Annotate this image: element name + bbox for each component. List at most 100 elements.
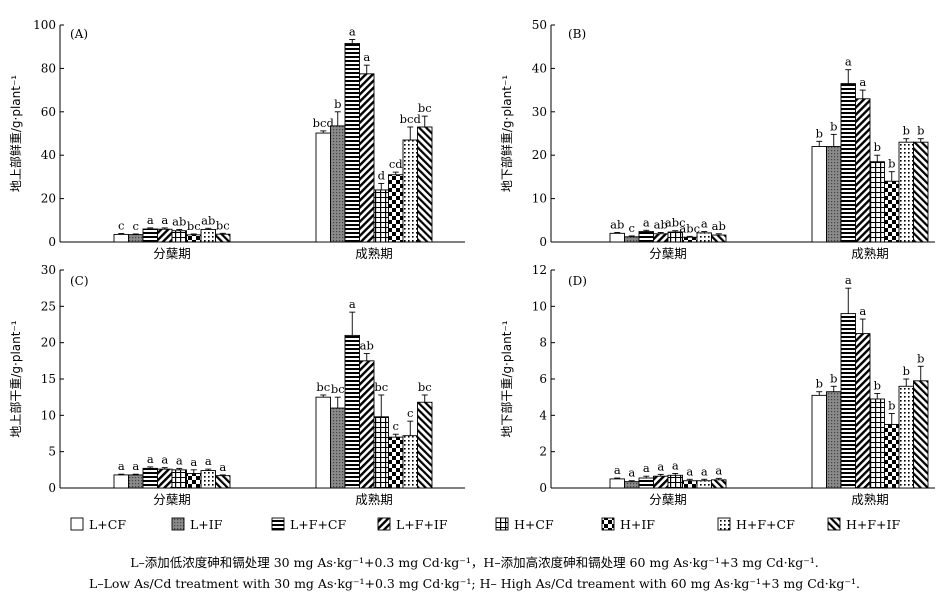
bar-L+IF: [330, 125, 346, 243]
significance-label: a: [643, 215, 650, 229]
significance-label: a: [118, 459, 125, 473]
bar-H+F+IF: [711, 234, 727, 243]
y-tick-label: 0: [48, 481, 56, 495]
error-bar: [643, 475, 650, 479]
legend-swatch: [171, 517, 185, 531]
y-tick-label: 5: [48, 445, 56, 459]
bar-H+IF: [388, 174, 404, 243]
error-bar: [132, 233, 139, 235]
error-bar: [903, 378, 910, 387]
bar-L+F+CF: [344, 334, 360, 489]
y-tick-label: 30: [41, 263, 56, 277]
y-tick-label: 10: [41, 408, 56, 422]
error-bar: [917, 138, 924, 143]
error-bar: [334, 396, 341, 409]
significance-label: a: [643, 461, 650, 475]
significance-label: a: [132, 459, 139, 473]
significance-label: b: [888, 157, 895, 171]
significance-label: b: [903, 124, 910, 138]
error-bar: [176, 228, 183, 231]
significance-label: ab: [172, 214, 186, 228]
legend-item-H+CF: H+CF: [495, 517, 554, 532]
significance-label: a: [701, 464, 708, 478]
y-tick-label: 30: [532, 105, 547, 119]
bar-H+CF: [373, 189, 389, 243]
error-bar: [830, 133, 837, 147]
legend-label: L+IF: [190, 517, 223, 532]
bar-L+F+IF: [653, 233, 669, 243]
error-bar: [643, 229, 650, 232]
y-tick-label: 60: [41, 105, 56, 119]
significance-label: bc: [216, 218, 230, 232]
caption-chinese: L–添加低浓度砷和镉处理 30 mg As·kg⁻¹+0.3 mg Cd·kg⁻…: [130, 555, 819, 570]
y-tick-label: 6: [539, 372, 547, 386]
significance-label: a: [349, 25, 356, 39]
significance-label: a: [161, 453, 168, 467]
legend-label: H+F+IF: [846, 517, 900, 532]
error-bar: [219, 474, 226, 476]
bar-L+F+IF: [653, 475, 669, 489]
error-bar: [392, 433, 399, 438]
error-bar: [672, 230, 679, 233]
bar-L+CF: [609, 478, 625, 489]
significance-label: b: [917, 124, 924, 138]
significance-label: a: [859, 304, 866, 318]
significance-label: c: [393, 419, 399, 433]
bar-L+F+CF: [638, 477, 654, 489]
y-tick-label: 12: [532, 263, 547, 277]
bar-H+F+CF: [898, 385, 914, 489]
significance-label: a: [147, 213, 154, 227]
error-bar: [392, 171, 399, 175]
significance-label: bc: [331, 382, 345, 396]
significance-label: ab: [201, 213, 215, 227]
legend-swatch: [271, 517, 285, 531]
bar-H+F+IF: [417, 401, 433, 489]
bar-L+F+IF: [359, 360, 375, 489]
y-tick-label: 50: [532, 18, 547, 32]
error-bar: [421, 115, 428, 127]
significance-label: bc: [374, 380, 388, 394]
significance-label: a: [845, 273, 852, 287]
bar-H+IF: [884, 423, 900, 489]
y-tick-label: 8: [539, 336, 547, 350]
significance-label: a: [686, 464, 693, 478]
bar-L+CF: [113, 233, 129, 243]
error-bar: [903, 138, 910, 143]
bar-L+F+IF: [359, 73, 375, 243]
error-bar: [701, 231, 708, 233]
significance-label: ab: [610, 217, 624, 231]
bar-H+F+CF: [898, 141, 914, 243]
legend-swatch: [70, 517, 84, 531]
bar-L+F+CF: [142, 467, 158, 489]
error-bar: [874, 154, 881, 162]
significance-label: a: [205, 454, 212, 468]
legend-swatch: [495, 517, 509, 531]
bar-H+IF: [682, 480, 698, 489]
significance-label: a: [161, 213, 168, 227]
bar-L+F+CF: [638, 231, 654, 243]
y-tick-label: 20: [532, 148, 547, 162]
error-bar: [672, 473, 679, 476]
bar-L+IF: [826, 391, 842, 489]
legend-label: L+CF: [89, 517, 126, 532]
error-bar: [614, 232, 621, 234]
y-tick-label: 40: [532, 61, 547, 75]
significance-label: b: [830, 371, 837, 385]
significance-label: a: [363, 50, 370, 64]
y-tick-label: 10: [532, 192, 547, 206]
error-bar: [190, 469, 197, 474]
bar-H+F+IF: [215, 475, 231, 489]
error-bar: [830, 385, 837, 392]
legend-swatch: [827, 517, 841, 531]
error-bar: [888, 171, 895, 182]
bar-L+F+IF: [157, 468, 173, 489]
significance-label: c: [629, 221, 635, 235]
legend-item-H+F+IF: H+F+IF: [827, 517, 900, 532]
bar-L+F+IF: [855, 98, 871, 243]
error-bar: [859, 89, 866, 99]
significance-label: a: [147, 452, 154, 466]
bar-L+IF: [128, 474, 144, 489]
legend-label: H+F+CF: [736, 517, 795, 532]
